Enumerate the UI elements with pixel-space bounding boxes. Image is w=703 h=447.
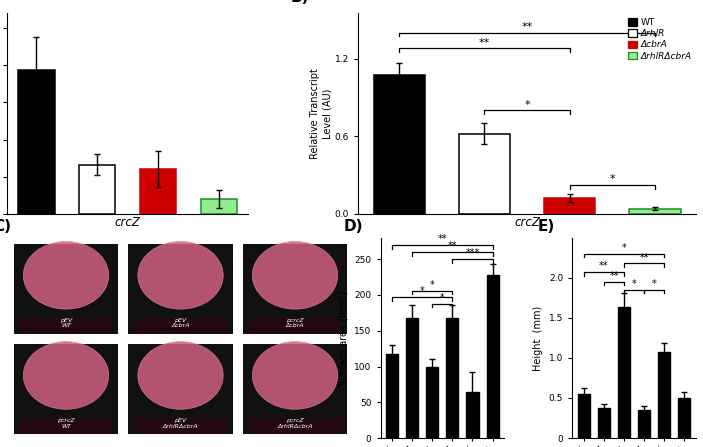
Text: *: * [621,243,626,253]
Bar [18,70,55,214]
Legend: WT, ΔrhlR, ΔcbrA, ΔrhlRΔcbrA: WT, ΔrhlR, ΔcbrA, ΔrhlRΔcbrA [628,18,692,61]
Text: **: ** [599,261,609,271]
Ellipse shape [138,241,224,309]
Text: **: ** [610,271,619,281]
Text: pEV
ΔrhlRΔcbrA: pEV ΔrhlRΔcbrA [163,418,198,429]
Text: **: ** [438,234,447,244]
Bar [248,418,342,434]
X-axis label: crcZ: crcZ [115,216,141,229]
Text: pcrcZ
WT: pcrcZ WT [57,418,75,429]
Text: **: ** [522,22,533,32]
Text: B): B) [291,0,309,5]
Bar [373,76,425,214]
Text: **: ** [479,38,490,47]
Text: *: * [420,287,425,296]
Bar [243,344,347,434]
Y-axis label: Surface area (mm²): Surface area (mm²) [339,290,349,386]
Text: *: * [652,279,657,289]
Bar [544,198,595,214]
Bar [248,318,342,334]
Bar [406,318,418,438]
Bar [79,165,115,214]
Ellipse shape [252,342,337,409]
Bar [19,418,113,434]
Bar [486,275,498,438]
Bar [618,308,630,438]
Bar [638,410,650,438]
Bar [459,134,510,214]
Ellipse shape [23,342,109,409]
Text: D): D) [343,219,363,234]
Bar [386,354,398,438]
Bar [578,394,590,438]
Bar [140,169,176,214]
Bar [243,244,347,334]
Ellipse shape [23,241,109,309]
Ellipse shape [252,241,337,309]
Bar [678,398,690,438]
Bar [14,244,118,334]
Text: ***: *** [465,249,479,258]
Text: *: * [632,279,636,289]
Bar [134,318,227,334]
Bar [134,418,227,434]
Bar [467,392,479,438]
Y-axis label: Height  (mm): Height (mm) [534,305,543,371]
Text: pcrcZ
ΔrhlRΔcbrA: pcrcZ ΔrhlRΔcbrA [277,418,313,429]
Bar [658,352,670,438]
Text: pEV
ΔcbrA: pEV ΔcbrA [172,318,190,329]
Bar [446,318,458,438]
Text: *: * [440,293,445,303]
Text: *: * [610,174,615,185]
Ellipse shape [138,342,224,409]
Text: *: * [524,100,530,110]
Text: **: ** [448,241,457,251]
Text: pEV
WT: pEV WT [60,318,72,329]
Bar [598,408,610,438]
Y-axis label: Relative Transcript
Level (AU): Relative Transcript Level (AU) [311,68,332,159]
Text: pcrcZ
ΔcbrA: pcrcZ ΔcbrA [286,318,304,329]
Bar [129,344,233,434]
Bar [629,209,681,214]
Text: **: ** [640,253,649,262]
Bar [129,244,233,334]
Text: *: * [430,280,434,290]
Bar [14,344,118,434]
X-axis label: crcZ: crcZ [514,216,540,229]
Text: C): C) [0,219,11,234]
Bar [201,199,238,214]
Bar [19,318,113,334]
Bar [426,367,439,438]
Text: E): E) [538,219,555,234]
